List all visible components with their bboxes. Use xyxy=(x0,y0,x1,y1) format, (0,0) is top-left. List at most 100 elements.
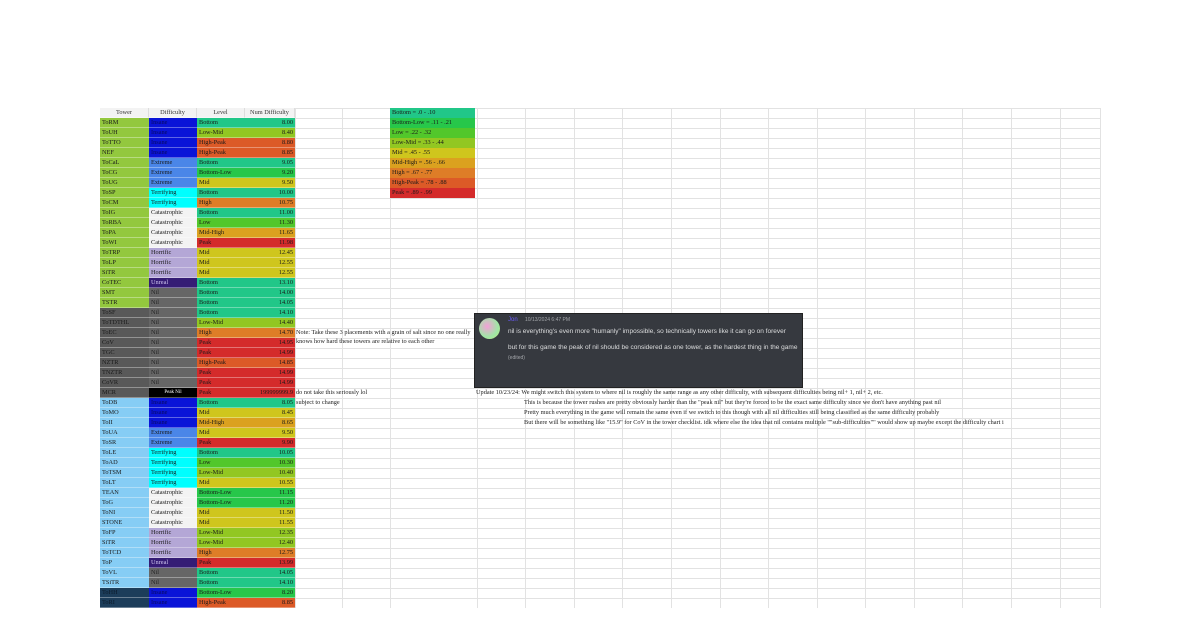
header-difficulty[interactable]: Difficulty xyxy=(149,108,197,118)
level-cell[interactable]: Bottom-Low xyxy=(197,168,245,178)
tower-cell[interactable]: ToDB xyxy=(100,398,149,408)
difficulty-cell[interactable]: Nil xyxy=(149,578,197,588)
level-cell[interactable]: Bottom xyxy=(197,298,245,308)
difficulty-cell[interactable]: Nil xyxy=(149,288,197,298)
level-cell[interactable]: Mid xyxy=(197,428,245,438)
difficulty-cell[interactable]: Insane xyxy=(149,598,197,608)
num-difficulty-cell[interactable]: 12.45 xyxy=(245,248,295,258)
num-difficulty-cell[interactable]: 8.85 xyxy=(245,148,295,158)
level-cell[interactable]: Bottom xyxy=(197,208,245,218)
difficulty-cell[interactable]: Insane xyxy=(149,138,197,148)
level-cell[interactable]: Peak xyxy=(197,238,245,248)
num-difficulty-cell[interactable]: 14.00 xyxy=(245,288,295,298)
level-cell[interactable]: Mid xyxy=(197,258,245,268)
difficulty-cell[interactable]: Insane xyxy=(149,418,197,428)
level-cell[interactable]: Low-Mid xyxy=(197,318,245,328)
legend-range-cell[interactable]: Bottom = .0 - .10 xyxy=(390,108,475,118)
num-difficulty-cell[interactable]: 9.50 xyxy=(245,178,295,188)
difficulty-cell[interactable]: Extreme xyxy=(149,438,197,448)
tower-cell[interactable]: TGC xyxy=(100,348,149,358)
tower-cell[interactable]: SMT xyxy=(100,288,149,298)
num-difficulty-cell[interactable]: 12.40 xyxy=(245,538,295,548)
tower-cell[interactable]: ToUH xyxy=(100,128,149,138)
num-difficulty-cell[interactable]: 11.20 xyxy=(245,498,295,508)
tower-cell[interactable]: CoV xyxy=(100,338,149,348)
legend-range-cell[interactable]: Low = .22 - .32 xyxy=(390,128,475,138)
tower-cell[interactable]: SiTR xyxy=(100,268,149,278)
level-cell[interactable]: High-Peak xyxy=(197,358,245,368)
difficulty-cell[interactable]: Nil xyxy=(149,568,197,578)
level-cell[interactable]: High-Peak xyxy=(197,138,245,148)
tower-cell[interactable]: ToUA xyxy=(100,428,149,438)
num-difficulty-cell[interactable]: 14.05 xyxy=(245,568,295,578)
num-difficulty-cell[interactable]: 10.75 xyxy=(245,198,295,208)
level-cell[interactable]: Low-Mid xyxy=(197,528,245,538)
difficulty-cell[interactable]: Nil xyxy=(149,308,197,318)
tower-cell[interactable]: TNZTR xyxy=(100,368,149,378)
num-difficulty-cell[interactable]: 14.40 xyxy=(245,318,295,328)
num-difficulty-cell[interactable]: 8.05 xyxy=(245,398,295,408)
difficulty-cell[interactable]: Horrific xyxy=(149,538,197,548)
difficulty-cell[interactable]: Extreme xyxy=(149,178,197,188)
level-cell[interactable]: High xyxy=(197,198,245,208)
level-cell[interactable]: Low xyxy=(197,458,245,468)
tower-cell[interactable]: ToVL xyxy=(100,568,149,578)
tower-cell[interactable]: ToTRP xyxy=(100,248,149,258)
level-cell[interactable]: Peak xyxy=(197,368,245,378)
level-cell[interactable]: Mid xyxy=(197,248,245,258)
difficulty-cell[interactable]: Unreal xyxy=(149,558,197,568)
num-difficulty-cell[interactable]: 199999999.9 xyxy=(245,388,295,398)
difficulty-cell[interactable]: Horrific xyxy=(149,528,197,538)
tower-cell[interactable]: SiTR xyxy=(100,538,149,548)
tower-cell[interactable]: ToTCD xyxy=(100,548,149,558)
num-difficulty-cell[interactable]: 9.90 xyxy=(245,438,295,448)
level-cell[interactable]: Low xyxy=(197,218,245,228)
difficulty-cell[interactable]: Nil xyxy=(149,298,197,308)
difficulty-cell[interactable]: Nil xyxy=(149,368,197,378)
difficulty-cell[interactable]: Nil xyxy=(149,378,197,388)
tower-cell[interactable]: ToPA xyxy=(100,228,149,238)
difficulty-cell[interactable]: Insane xyxy=(149,588,197,598)
difficulty-cell[interactable]: Catastrophic xyxy=(149,238,197,248)
level-cell[interactable]: Bottom xyxy=(197,308,245,318)
difficulty-cell[interactable]: Terrifying xyxy=(149,448,197,458)
level-cell[interactable]: Peak xyxy=(197,388,245,398)
difficulty-cell[interactable]: Unreal xyxy=(149,278,197,288)
tower-cell[interactable]: ToHH xyxy=(100,588,149,598)
num-difficulty-cell[interactable]: 11.55 xyxy=(245,518,295,528)
num-difficulty-cell[interactable]: 13.99 xyxy=(245,558,295,568)
difficulty-cell[interactable]: Terrifying xyxy=(149,478,197,488)
num-difficulty-cell[interactable]: 14.70 xyxy=(245,328,295,338)
level-cell[interactable]: Bottom xyxy=(197,578,245,588)
header-level[interactable]: Level xyxy=(197,108,245,118)
tower-cell[interactable]: ToWI xyxy=(100,238,149,248)
tower-cell[interactable]: ToUG xyxy=(100,178,149,188)
tower-cell[interactable]: ToMO xyxy=(100,408,149,418)
level-cell[interactable]: High-Peak xyxy=(197,148,245,158)
level-cell[interactable]: Mid-High xyxy=(197,228,245,238)
difficulty-cell[interactable]: Catastrophic xyxy=(149,228,197,238)
tower-cell[interactable]: MCR xyxy=(100,388,149,398)
difficulty-cell[interactable]: Extreme xyxy=(149,158,197,168)
level-cell[interactable]: Peak xyxy=(197,338,245,348)
level-cell[interactable]: Peak xyxy=(197,348,245,358)
difficulty-cell[interactable]: Nil xyxy=(149,338,197,348)
level-cell[interactable]: High-Peak xyxy=(197,598,245,608)
tower-cell[interactable]: NEF xyxy=(100,148,149,158)
level-cell[interactable]: High xyxy=(197,548,245,558)
level-cell[interactable]: Peak xyxy=(197,438,245,448)
difficulty-cell[interactable]: Catastrophic xyxy=(149,208,197,218)
num-difficulty-cell[interactable]: 10.05 xyxy=(245,448,295,458)
legend-range-cell[interactable]: High-Peak = .78 - .88 xyxy=(390,178,475,188)
level-cell[interactable]: Bottom xyxy=(197,288,245,298)
legend-range-cell[interactable]: High = .67 - .77 xyxy=(390,168,475,178)
spreadsheet[interactable]: Tower Difficulty Level Num Difficulty ToRM In… xyxy=(100,108,1101,608)
level-cell[interactable]: Bottom xyxy=(197,278,245,288)
num-difficulty-cell[interactable]: 9.20 xyxy=(245,168,295,178)
level-cell[interactable]: High xyxy=(197,328,245,338)
level-cell[interactable]: Bottom xyxy=(197,118,245,128)
level-cell[interactable]: Bottom xyxy=(197,188,245,198)
difficulty-cell[interactable]: Catastrophic xyxy=(149,498,197,508)
num-difficulty-cell[interactable]: 14.99 xyxy=(245,348,295,358)
tower-cell[interactable]: ToCaL xyxy=(100,158,149,168)
